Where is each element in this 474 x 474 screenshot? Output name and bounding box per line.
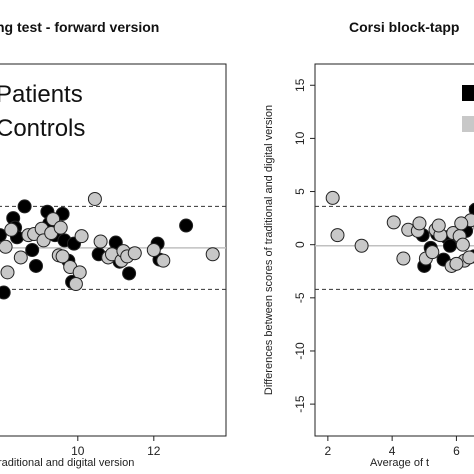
right-y-axis-ticks: 15 10 5 0 -5 -10 -15 [293,78,315,413]
control-point [55,249,70,264]
right-legend-swatch-controls [462,116,474,132]
control-point [455,237,470,252]
control-point [386,215,401,230]
control-point [325,190,340,205]
patient-point [25,243,40,257]
y-tick-label: 0 [293,241,307,248]
control-point [0,265,15,280]
control-point [127,246,142,261]
legend-patients-label: Patients [0,81,83,108]
control-point [53,220,68,235]
right-data-points [325,190,474,273]
right-panel: Corsi block-tapp 2 4 6 15 10 5 0 -5 -10 -15 Aver… [263,19,474,469]
patient-point [29,258,43,273]
control-point [72,265,87,280]
patient-point [17,199,32,214]
x-tick-label: 10 [71,444,85,458]
y-tick-label: 5 [293,188,307,195]
x-tick-label: 6 [453,444,460,458]
legend-controls-label: Controls [0,115,85,142]
y-tick-label: 15 [293,78,307,92]
control-point [93,234,108,249]
control-point [156,253,171,268]
y-tick-label: -15 [293,395,307,413]
control-point [330,228,345,243]
patient-point [0,285,11,300]
y-tick-label: -5 [293,292,307,303]
x-tick-label: 4 [389,444,396,458]
control-point [0,239,13,254]
control-point [462,250,474,265]
control-point [68,277,83,292]
x-tick-label: 2 [325,444,332,458]
right-chart-title: Corsi block-tapp [349,19,459,35]
right-x-axis-ticks: 2 4 6 [325,436,460,458]
control-point [354,238,369,253]
y-tick-label: -10 [293,342,307,360]
control-point [205,247,220,262]
right-plot-frame [314,63,474,437]
left-panel: ng test - forward version 10 12 raditiona… [0,19,227,469]
control-point [74,229,89,244]
patient-point [179,218,194,233]
control-point [431,218,446,233]
right-x-axis-label: Average of t [370,457,429,469]
control-point [396,251,411,266]
control-point [412,216,427,231]
patient-point [468,202,474,217]
control-point [87,191,102,206]
patient-point [122,266,137,281]
left-chart-title: ng test - forward version [0,19,159,35]
right-legend [462,85,474,132]
control-point [13,250,28,265]
control-point [146,243,161,257]
left-legend: Patients Controls [0,81,85,142]
patient-point [443,238,457,253]
left-plot-frame [0,63,227,437]
control-point [4,222,19,237]
control-point [449,256,464,271]
right-legend-swatch-patients [462,85,474,101]
left-data-points [0,191,220,300]
left-x-axis-label: raditional and digital version [0,457,134,469]
left-x-axis-ticks: 10 12 [71,436,161,458]
y-tick-label: 10 [293,131,307,145]
right-y-axis-label: Differences between scores of traditiona… [263,105,275,395]
x-tick-label: 12 [147,444,161,458]
control-point [454,216,469,231]
control-point [425,245,440,260]
